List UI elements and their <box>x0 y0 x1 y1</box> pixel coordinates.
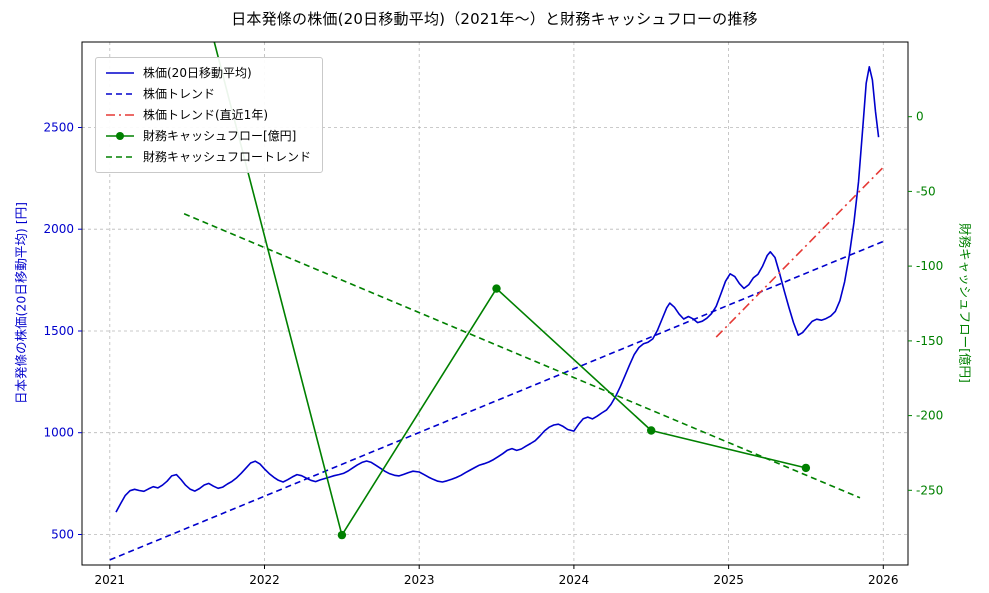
legend-item-label: 株価トレンド <box>143 87 216 101</box>
y-left-tick-label: 1500 <box>43 324 74 338</box>
legend-line-dashed-green-icon <box>106 156 134 158</box>
x-tick-label: 2023 <box>404 573 435 587</box>
x-tick-label: 2022 <box>249 573 280 587</box>
series-line-4 <box>183 213 861 499</box>
y-right-tick-label: -100 <box>916 259 943 273</box>
x-tick-label: 2021 <box>95 573 126 587</box>
legend-item-label: 財務キャッシュフロートレンド <box>143 150 312 164</box>
legend-line-solid-blue-icon <box>106 72 134 74</box>
y-right-tick-label: -200 <box>916 409 943 423</box>
series-group <box>109 42 884 561</box>
legend-line-dashdot-red-icon <box>106 114 134 116</box>
legend-item-price: 株価(20日移動平均) <box>105 65 311 81</box>
y-left-ticks: 500 1000 1500 2000 2500 <box>43 121 82 542</box>
legend-item-label: 財務キャッシュフロー[億円] <box>143 129 297 143</box>
x-tick-label: 2024 <box>559 573 590 587</box>
legend-item-cashflow: 財務キャッシュフロー[億円] <box>105 128 311 144</box>
y-axis-label-right: 財務キャッシュフロー[億円] <box>957 223 973 383</box>
y-right-ticks: 0 -50 -100 -150 -200 -250 <box>908 110 943 497</box>
legend-item-price-trend-recent: 株価トレンド(直近1年) <box>105 107 311 123</box>
cashflow-marker <box>801 463 811 473</box>
y-left-tick-label: 1000 <box>43 426 74 440</box>
y-axis-label-left: 日本発條の株価(20日移動平均) [円] <box>13 202 29 404</box>
y-right-tick-label: -50 <box>916 184 936 198</box>
y-right-tick-label: -150 <box>916 334 943 348</box>
y-right-tick-label: -250 <box>916 483 943 497</box>
legend-item-price-trend: 株価トレンド <box>105 86 311 102</box>
cashflow-marker <box>492 284 501 293</box>
y-left-tick-label: 500 <box>51 528 74 542</box>
legend: 株価(20日移動平均) 株価トレンド 株価トレンド(直近1年) 財務キャッシュフ… <box>95 57 324 173</box>
series-line-2 <box>715 166 884 338</box>
legend-item-label: 株価トレンド(直近1年) <box>143 108 268 122</box>
y-right-tick-label: 0 <box>916 110 924 124</box>
legend-marker-dot-icon <box>116 132 124 140</box>
series-line-0 <box>115 66 880 513</box>
cashflow-marker <box>647 426 656 435</box>
x-tick-label: 2026 <box>868 573 899 587</box>
legend-item-cashflow-trend: 財務キャッシュフロートレンド <box>105 149 311 165</box>
x-axis-ticks: 2021 2022 2023 2024 2025 2026 <box>95 565 899 587</box>
legend-line-dashed-blue-icon <box>106 93 134 95</box>
legend-line-marker-green-icon <box>106 132 134 140</box>
plot-border <box>81 41 909 566</box>
cashflow-marker <box>337 530 347 540</box>
chart-title: 日本発條の株価(20日移動平均)（2021年〜）と財務キャッシュフローの推移 <box>231 10 758 28</box>
y-left-tick-label: 2500 <box>43 121 74 135</box>
y-left-tick-label: 2000 <box>43 222 74 236</box>
legend-item-label: 株価(20日移動平均) <box>143 66 252 80</box>
x-tick-label: 2025 <box>713 573 744 587</box>
